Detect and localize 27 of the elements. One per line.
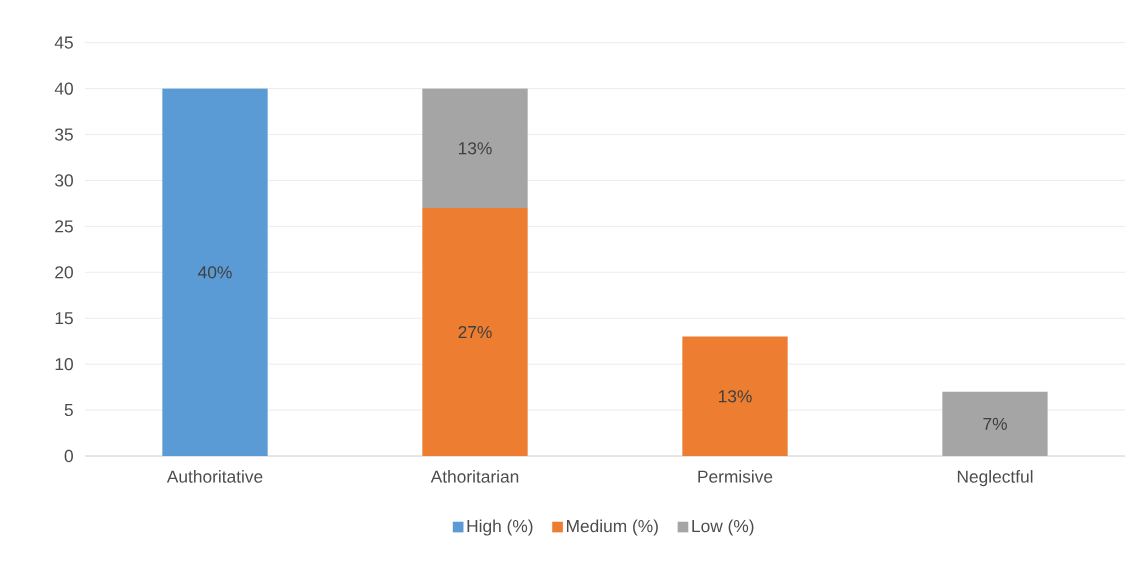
- legend-label: Medium (%): [566, 519, 658, 536]
- y-tick-label: 15: [55, 312, 73, 325]
- data-label: 27%: [458, 325, 492, 339]
- legend-label: High (%): [467, 519, 533, 536]
- y-tick-label: 0: [64, 449, 73, 463]
- x-tick-label: Neglectful: [957, 470, 1033, 487]
- x-tick-label: Authoritative: [166, 470, 263, 483]
- y-tick-label: 10: [55, 358, 73, 371]
- y-tick-label: 30: [55, 174, 73, 187]
- y-tick-label: 5: [64, 404, 73, 417]
- bar: [942, 391, 1048, 456]
- x-tick-label: Athoritarian: [430, 470, 519, 483]
- y-tick-label: 45: [54, 36, 73, 49]
- data-label: 7%: [983, 417, 1007, 430]
- y-tick-label: 35: [55, 128, 73, 141]
- data-label: 40%: [198, 266, 232, 279]
- data-label: 13%: [718, 390, 752, 403]
- bar: [422, 208, 528, 456]
- bar: [422, 88, 528, 208]
- x-tick-label: Permisive: [698, 470, 773, 483]
- bar: [162, 88, 268, 456]
- y-tick-label: 20: [55, 266, 73, 279]
- y-tick-label: 25: [55, 220, 73, 233]
- bar: [682, 336, 788, 456]
- data-label: 13%: [458, 142, 492, 155]
- legend-label: Low (%): [692, 519, 754, 536]
- y-tick-label: 40: [54, 82, 73, 95]
